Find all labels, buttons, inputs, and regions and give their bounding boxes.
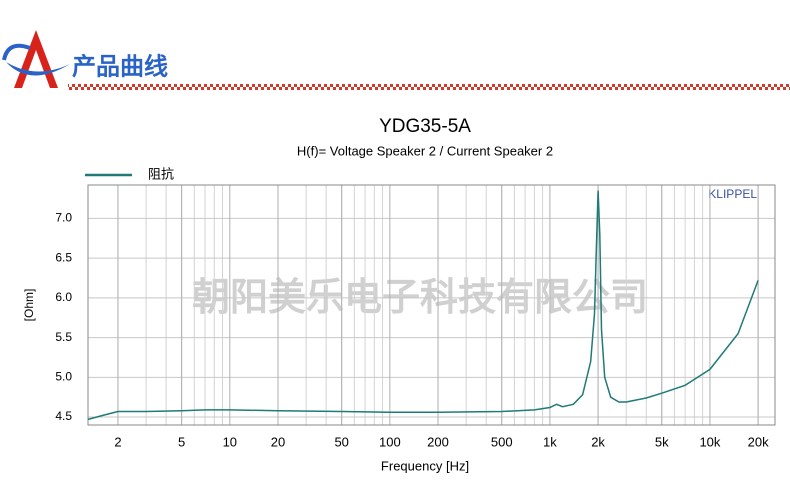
y-tick-label: 6.5 (55, 250, 72, 264)
x-tick-label: 5 (178, 434, 185, 449)
y-tick-label: 4.5 (55, 409, 72, 423)
plot-frame (87, 184, 776, 426)
legend-label: 阻抗 (148, 166, 174, 181)
x-tick-label: 2k (591, 434, 605, 449)
x-axis-label: Frequency [Hz] (381, 458, 469, 473)
x-tick-label: 20k (748, 434, 769, 449)
data-line (87, 190, 759, 421)
y-tick-label: 7.0 (55, 211, 72, 225)
x-tick-label: 20 (271, 434, 285, 449)
logo (2, 30, 70, 88)
x-tick-label: 100 (379, 434, 401, 449)
chart-title: YDG35-5A (379, 116, 471, 137)
x-tick-label: 5k (655, 434, 669, 449)
divider (68, 84, 790, 90)
x-tick-label: 50 (334, 434, 348, 449)
y-tick-label: 5.5 (55, 330, 72, 344)
chart-subtitle: H(f)= Voltage Speaker 2 / Current Speake… (297, 143, 553, 158)
x-tick-label: 200 (427, 434, 449, 449)
x-tick-label: 10 (223, 434, 237, 449)
x-tick-label: 500 (491, 434, 513, 449)
x-tick-label: 1k (543, 434, 557, 449)
y-axis-label: [Ohm] (22, 289, 36, 322)
y-tick-label: 5.0 (55, 369, 72, 383)
y-tick-label: 6.0 (55, 290, 72, 304)
header-title: 产品曲线 (72, 52, 168, 80)
annotation: KLIPPEL (708, 187, 757, 201)
x-tick-label: 2 (114, 434, 121, 449)
x-tick-label: 10k (699, 434, 720, 449)
